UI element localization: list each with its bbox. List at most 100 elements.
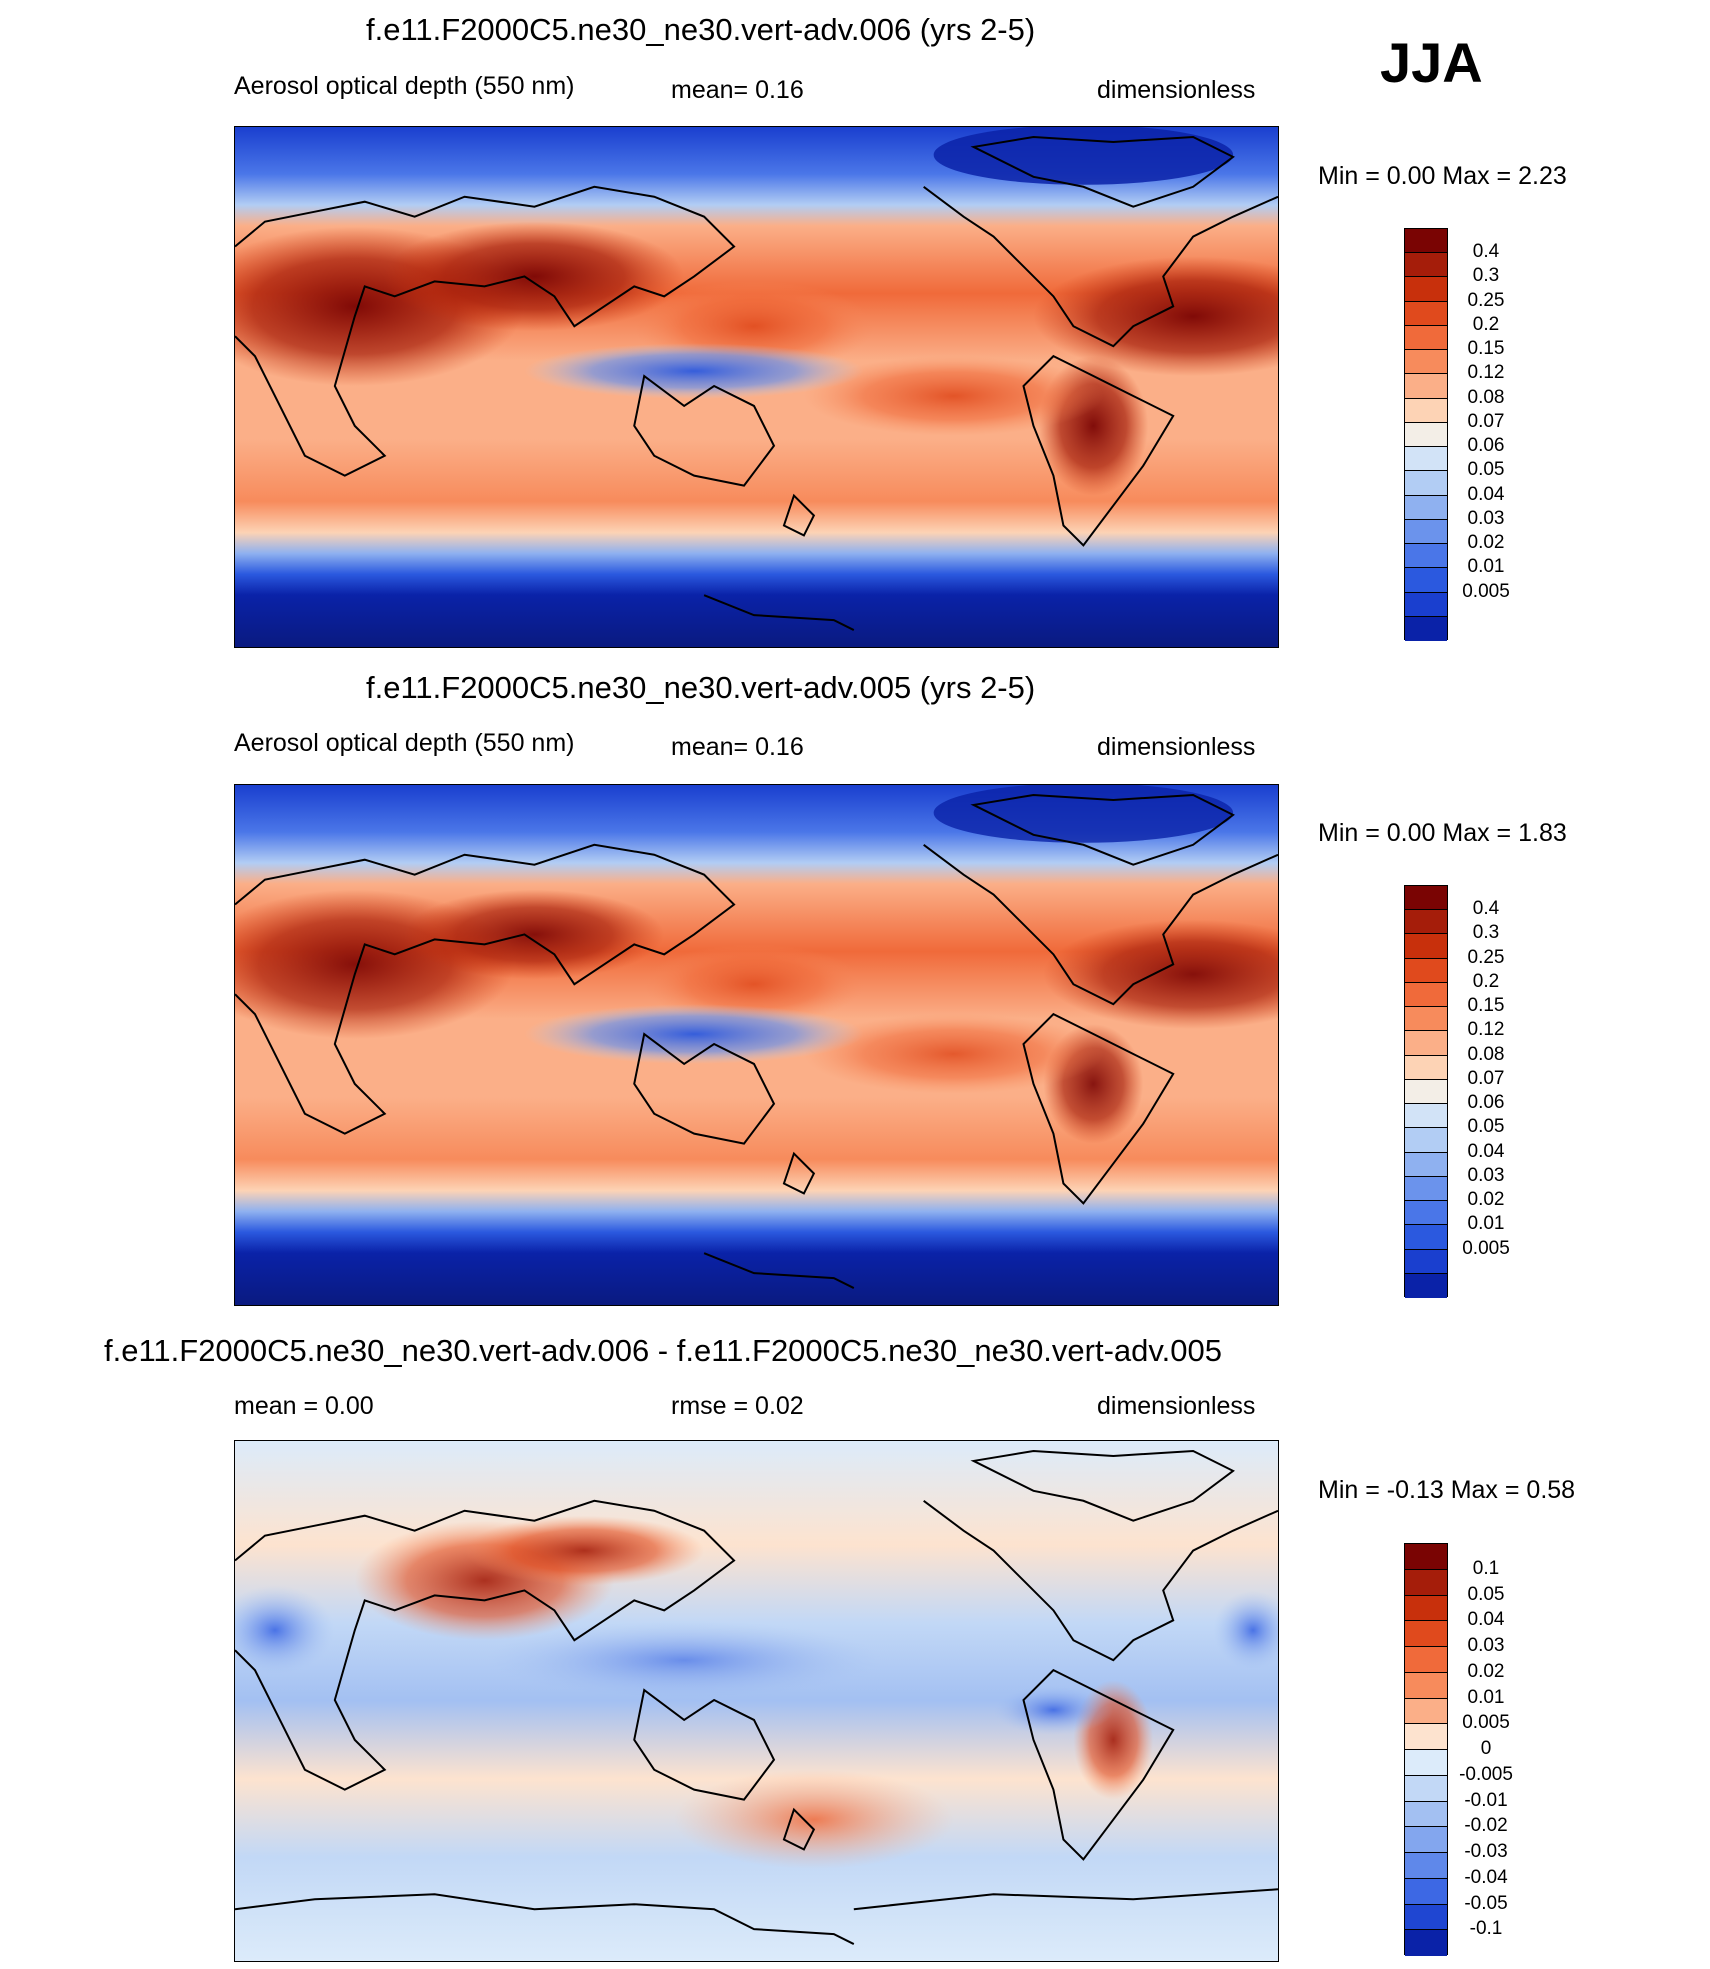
colorbar-swatch <box>1405 958 1447 983</box>
colorbar-tick-label: 0.08 <box>1467 386 1505 408</box>
colorbar-swatch <box>1405 1152 1447 1177</box>
colorbar-swatch <box>1405 1904 1447 1931</box>
panel2-mean: mean= 0.16 <box>671 733 804 761</box>
panel2-map-svg <box>235 785 1278 1305</box>
panel2-variable-label: Aerosol optical depth (550 nm) <box>234 729 575 757</box>
colorbar-swatch <box>1405 301 1447 326</box>
colorbar-tick-label: 0.06 <box>1467 1092 1505 1114</box>
colorbar-tick-label: -0.01 <box>1464 1789 1508 1811</box>
panel2-map <box>234 784 1279 1306</box>
colorbar-tick-label: 0.12 <box>1467 1019 1505 1041</box>
panel3-units: dimensionless <box>1097 1392 1256 1420</box>
coastlines <box>235 793 1278 1289</box>
colorbar-tick-label: 0.02 <box>1467 1660 1505 1682</box>
panel3-colorbar <box>1404 1543 1448 1956</box>
colorbar-swatch <box>1405 1878 1447 1905</box>
colorbar-tick-label: 0.005 <box>1462 580 1510 602</box>
colorbar-tick-label: 0.05 <box>1467 1583 1505 1605</box>
colorbar-tick-label: 0.01 <box>1467 1213 1505 1235</box>
colorbar-swatch <box>1405 1128 1447 1153</box>
arctic-cool <box>933 785 1234 843</box>
colorbar-swatch <box>1405 398 1447 423</box>
colorbar-swatch <box>1405 1055 1447 1080</box>
colorbar-tick-label: 0.3 <box>1472 922 1500 944</box>
colorbar-swatch <box>1405 1750 1447 1776</box>
colorbar-tick-label: -0.03 <box>1464 1841 1508 1862</box>
colorbar-swatch <box>1405 1647 1447 1673</box>
colorbar-tick-label: 0.3 <box>1472 265 1500 287</box>
colorbar-swatch <box>1405 934 1447 959</box>
colorbar-swatch <box>1405 1595 1447 1622</box>
colorbar-tick-label: 0.07 <box>1467 410 1505 432</box>
panel2-title: f.e11.F2000C5.ne30_ne30.vert-adv.005 (yr… <box>366 670 1036 705</box>
colorbar-tick-label: -0.1 <box>1469 1918 1503 1940</box>
colorbar-swatch <box>1405 1176 1447 1202</box>
colorbar-swatch <box>1405 1544 1447 1570</box>
colorbar-swatch <box>1405 1827 1447 1853</box>
colorbar-tick-label: 0.03 <box>1467 1164 1505 1186</box>
colorbar-tick-label: 0.03 <box>1467 507 1505 529</box>
panel2-units: dimensionless <box>1097 733 1256 761</box>
colorbar-swatch <box>1405 886 1447 911</box>
diff-central-asia-positive <box>464 1515 705 1586</box>
colorbar-tick-label: 0.15 <box>1467 995 1505 1017</box>
colorbar-tick-label: 0.25 <box>1467 289 1505 311</box>
colorbar-tick-label: 0.05 <box>1467 459 1505 481</box>
colorbar-swatch <box>1405 253 1447 278</box>
coastlines <box>235 1449 1278 1945</box>
colorbar-swatch <box>1405 1621 1447 1647</box>
panel1-minmax: Min = 0.00 Max = 2.23 <box>1318 162 1567 190</box>
colorbar-tick-label: 0.4 <box>1472 241 1500 263</box>
panel1-map <box>234 126 1279 648</box>
diff-africa-negative <box>235 1585 335 1676</box>
colorbar-swatch <box>1405 1273 1447 1298</box>
diff-south-pacific-positive <box>674 1769 954 1870</box>
panel3-minmax: Min = -0.13 Max = 0.58 <box>1318 1476 1576 1504</box>
colorbar-swatch <box>1405 325 1447 351</box>
panel1-title: f.e11.F2000C5.ne30_ne30.vert-adv.006 (yr… <box>366 12 1036 47</box>
panel3-map-svg <box>235 1441 1278 1961</box>
colorbar-swatch <box>1405 982 1447 1008</box>
atlantic-plume <box>1043 919 1278 1030</box>
colorbar-swatch <box>1405 1201 1447 1226</box>
panel3-title: f.e11.F2000C5.ne30_ne30.vert-adv.006 - f… <box>104 1333 1222 1368</box>
panel1-variable-label: Aerosol optical depth (550 nm) <box>234 72 575 100</box>
colorbar-swatch <box>1405 1569 1447 1596</box>
colorbar-swatch <box>1405 350 1447 375</box>
colorbar-swatch <box>1405 374 1447 399</box>
diff-eq-negative <box>993 1685 1114 1735</box>
arctic-cool <box>933 127 1234 185</box>
panel2-colorbar <box>1404 885 1448 1298</box>
asia-plume <box>404 889 665 980</box>
colorbar-swatch <box>1405 1672 1447 1699</box>
colorbar-tick-label: 0.005 <box>1462 1237 1510 1259</box>
panel3-map <box>234 1440 1279 1962</box>
colorbar-tick-label: 0.04 <box>1467 1609 1505 1631</box>
colorbar-tick-label: 0.2 <box>1472 313 1500 335</box>
colorbar-swatch <box>1405 1225 1447 1250</box>
colorbar-tick-label: 0.04 <box>1467 1140 1505 1162</box>
colorbar-swatch <box>1405 1249 1447 1274</box>
colorbar-swatch <box>1405 447 1447 472</box>
colorbar-tick-label: 0.02 <box>1467 532 1505 554</box>
colorbar-swatch <box>1405 1930 1447 1956</box>
colorbar-tick-label: 0.06 <box>1467 435 1505 457</box>
colorbar-tick-label: 0 <box>1480 1738 1492 1759</box>
colorbar-swatch <box>1405 519 1447 545</box>
colorbar-swatch <box>1405 1079 1447 1105</box>
colorbar-tick-label: 0.25 <box>1467 946 1505 968</box>
colorbar-tick-label: 0.2 <box>1472 970 1500 992</box>
panel2-minmax: Min = 0.00 Max = 1.83 <box>1318 819 1567 847</box>
east-pacific-warm <box>803 1014 1104 1094</box>
diff-pacific-negative <box>484 1620 884 1701</box>
diff-atlantic-negative <box>1213 1590 1278 1671</box>
colorbar-swatch <box>1405 1698 1447 1725</box>
colorbar-swatch <box>1405 1775 1447 1802</box>
pacific-warm <box>644 944 864 1025</box>
colorbar-tick-label: 0.12 <box>1467 362 1505 384</box>
panel1-units: dimensionless <box>1097 76 1256 104</box>
colorbar-tick-label: 0.07 <box>1467 1067 1505 1089</box>
season-label: JJA <box>1380 31 1483 94</box>
colorbar-swatch <box>1405 1007 1447 1032</box>
panel1-colorbar <box>1404 228 1448 641</box>
